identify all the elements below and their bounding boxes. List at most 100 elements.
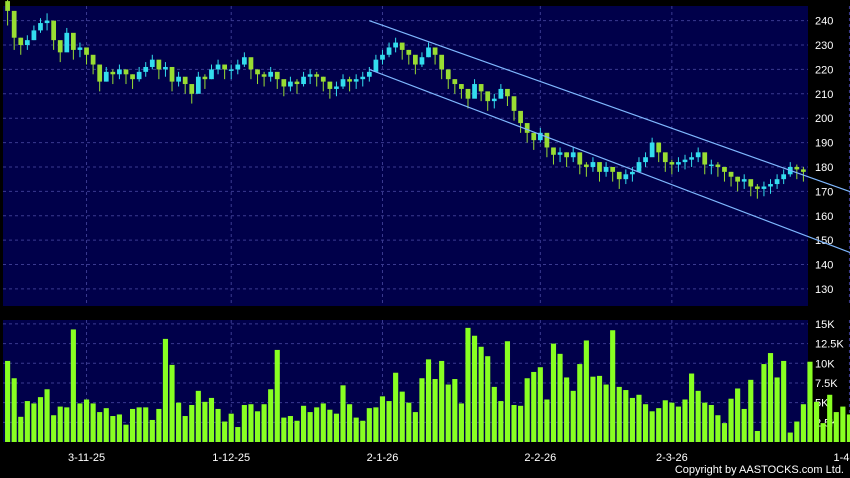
- candle-body: [491, 98, 497, 102]
- volume-bar: [77, 403, 83, 442]
- volume-bar: [471, 335, 478, 442]
- volume-bar: [485, 356, 491, 442]
- candle-body: [761, 186, 767, 189]
- volume-bar: [807, 361, 813, 442]
- volume-bar: [636, 394, 642, 442]
- volume-bar: [669, 402, 675, 442]
- candle-body: [261, 74, 267, 77]
- candle-body: [676, 162, 681, 165]
- candle-body: [445, 69, 451, 80]
- volume-bar: [682, 399, 688, 442]
- channel-line: [369, 20, 850, 193]
- date-tick-label: 1-12-25: [212, 452, 250, 464]
- candle-body: [774, 179, 780, 185]
- candle-body: [518, 110, 523, 124]
- volume-bar: [629, 397, 635, 442]
- candle-body: [347, 79, 352, 82]
- volume-bar: [340, 385, 346, 442]
- candle-body: [643, 157, 648, 163]
- volume-bar: [83, 399, 90, 442]
- volume-bar: [794, 421, 800, 442]
- volume-bar: [379, 396, 386, 442]
- volume-bar: [241, 405, 247, 442]
- volume-bar: [110, 416, 116, 442]
- volume-bar: [610, 330, 616, 442]
- candle-body: [741, 179, 747, 182]
- candlesticks: [5, 0, 806, 199]
- candle-body: [163, 66, 168, 70]
- volume-bar: [623, 390, 629, 442]
- volume-bar: [735, 388, 741, 442]
- candle-body: [156, 59, 162, 70]
- volume-bar: [386, 401, 392, 442]
- candle-body: [123, 69, 129, 75]
- volume-bar: [452, 379, 458, 442]
- volume-bar: [97, 412, 103, 442]
- candle-body: [498, 88, 504, 99]
- volume-bar: [577, 364, 583, 442]
- candle-body: [209, 69, 214, 80]
- volume-bar: [228, 413, 234, 442]
- volume-bar: [774, 377, 780, 442]
- volume-bar: [465, 327, 471, 442]
- candle-body: [274, 71, 280, 80]
- volume-bars: [5, 327, 850, 442]
- volume-bar: [300, 405, 307, 442]
- volume-bar: [564, 377, 570, 442]
- candle-body: [235, 64, 241, 70]
- candle-body: [610, 166, 616, 172]
- candle-body: [544, 132, 550, 148]
- candle-body: [360, 76, 366, 80]
- candle-body: [682, 159, 688, 163]
- price-tick-label: 190: [815, 138, 833, 150]
- volume-bar: [274, 349, 280, 442]
- candle-body: [590, 162, 596, 167]
- candle-body: [465, 88, 471, 99]
- volume-bar: [695, 390, 701, 442]
- volume-bar: [373, 407, 379, 442]
- date-tick-label: 2-1-26: [367, 452, 399, 464]
- volume-bar: [675, 406, 682, 442]
- candle-body: [603, 166, 609, 172]
- candle-body: [143, 66, 149, 72]
- candle-body: [505, 88, 510, 97]
- volume-bar: [524, 378, 530, 442]
- volume-bar: [129, 408, 136, 442]
- candle-body: [248, 57, 254, 70]
- candle-body: [537, 132, 543, 141]
- volume-bar: [498, 401, 504, 442]
- candle-body: [649, 142, 655, 158]
- volume-bar: [156, 408, 162, 442]
- volume-bar: [51, 415, 57, 442]
- volume-bar: [287, 416, 293, 442]
- candle-body: [557, 152, 563, 155]
- volume-bar: [202, 401, 208, 442]
- price-tick-label: 160: [815, 211, 833, 223]
- volume-bar: [143, 407, 149, 442]
- volume-bar: [333, 413, 340, 442]
- volume-bar: [708, 405, 714, 442]
- price-tick-label: 200: [815, 113, 833, 125]
- candle-body: [636, 162, 642, 172]
- volume-bar: [294, 420, 300, 442]
- candle-body: [597, 162, 602, 172]
- price-tick-label: 130: [815, 284, 833, 296]
- candle-body: [564, 152, 569, 158]
- candle-body: [722, 166, 727, 172]
- volume-bar: [208, 397, 215, 442]
- candle-body: [386, 47, 392, 55]
- price-tick-label: 170: [815, 186, 833, 198]
- volume-bar: [689, 373, 695, 442]
- candle-body: [268, 71, 274, 77]
- candle-body: [44, 20, 50, 24]
- candle-body: [18, 37, 24, 46]
- candle-body: [735, 176, 740, 182]
- volume-bar: [37, 397, 44, 442]
- copyright-notice: Copyright by AASTOCKS.com Ltd.: [674, 464, 844, 476]
- date-tick-label: 1-4-26: [834, 452, 850, 464]
- volume-bar: [57, 406, 63, 442]
- candle-body: [459, 84, 464, 89]
